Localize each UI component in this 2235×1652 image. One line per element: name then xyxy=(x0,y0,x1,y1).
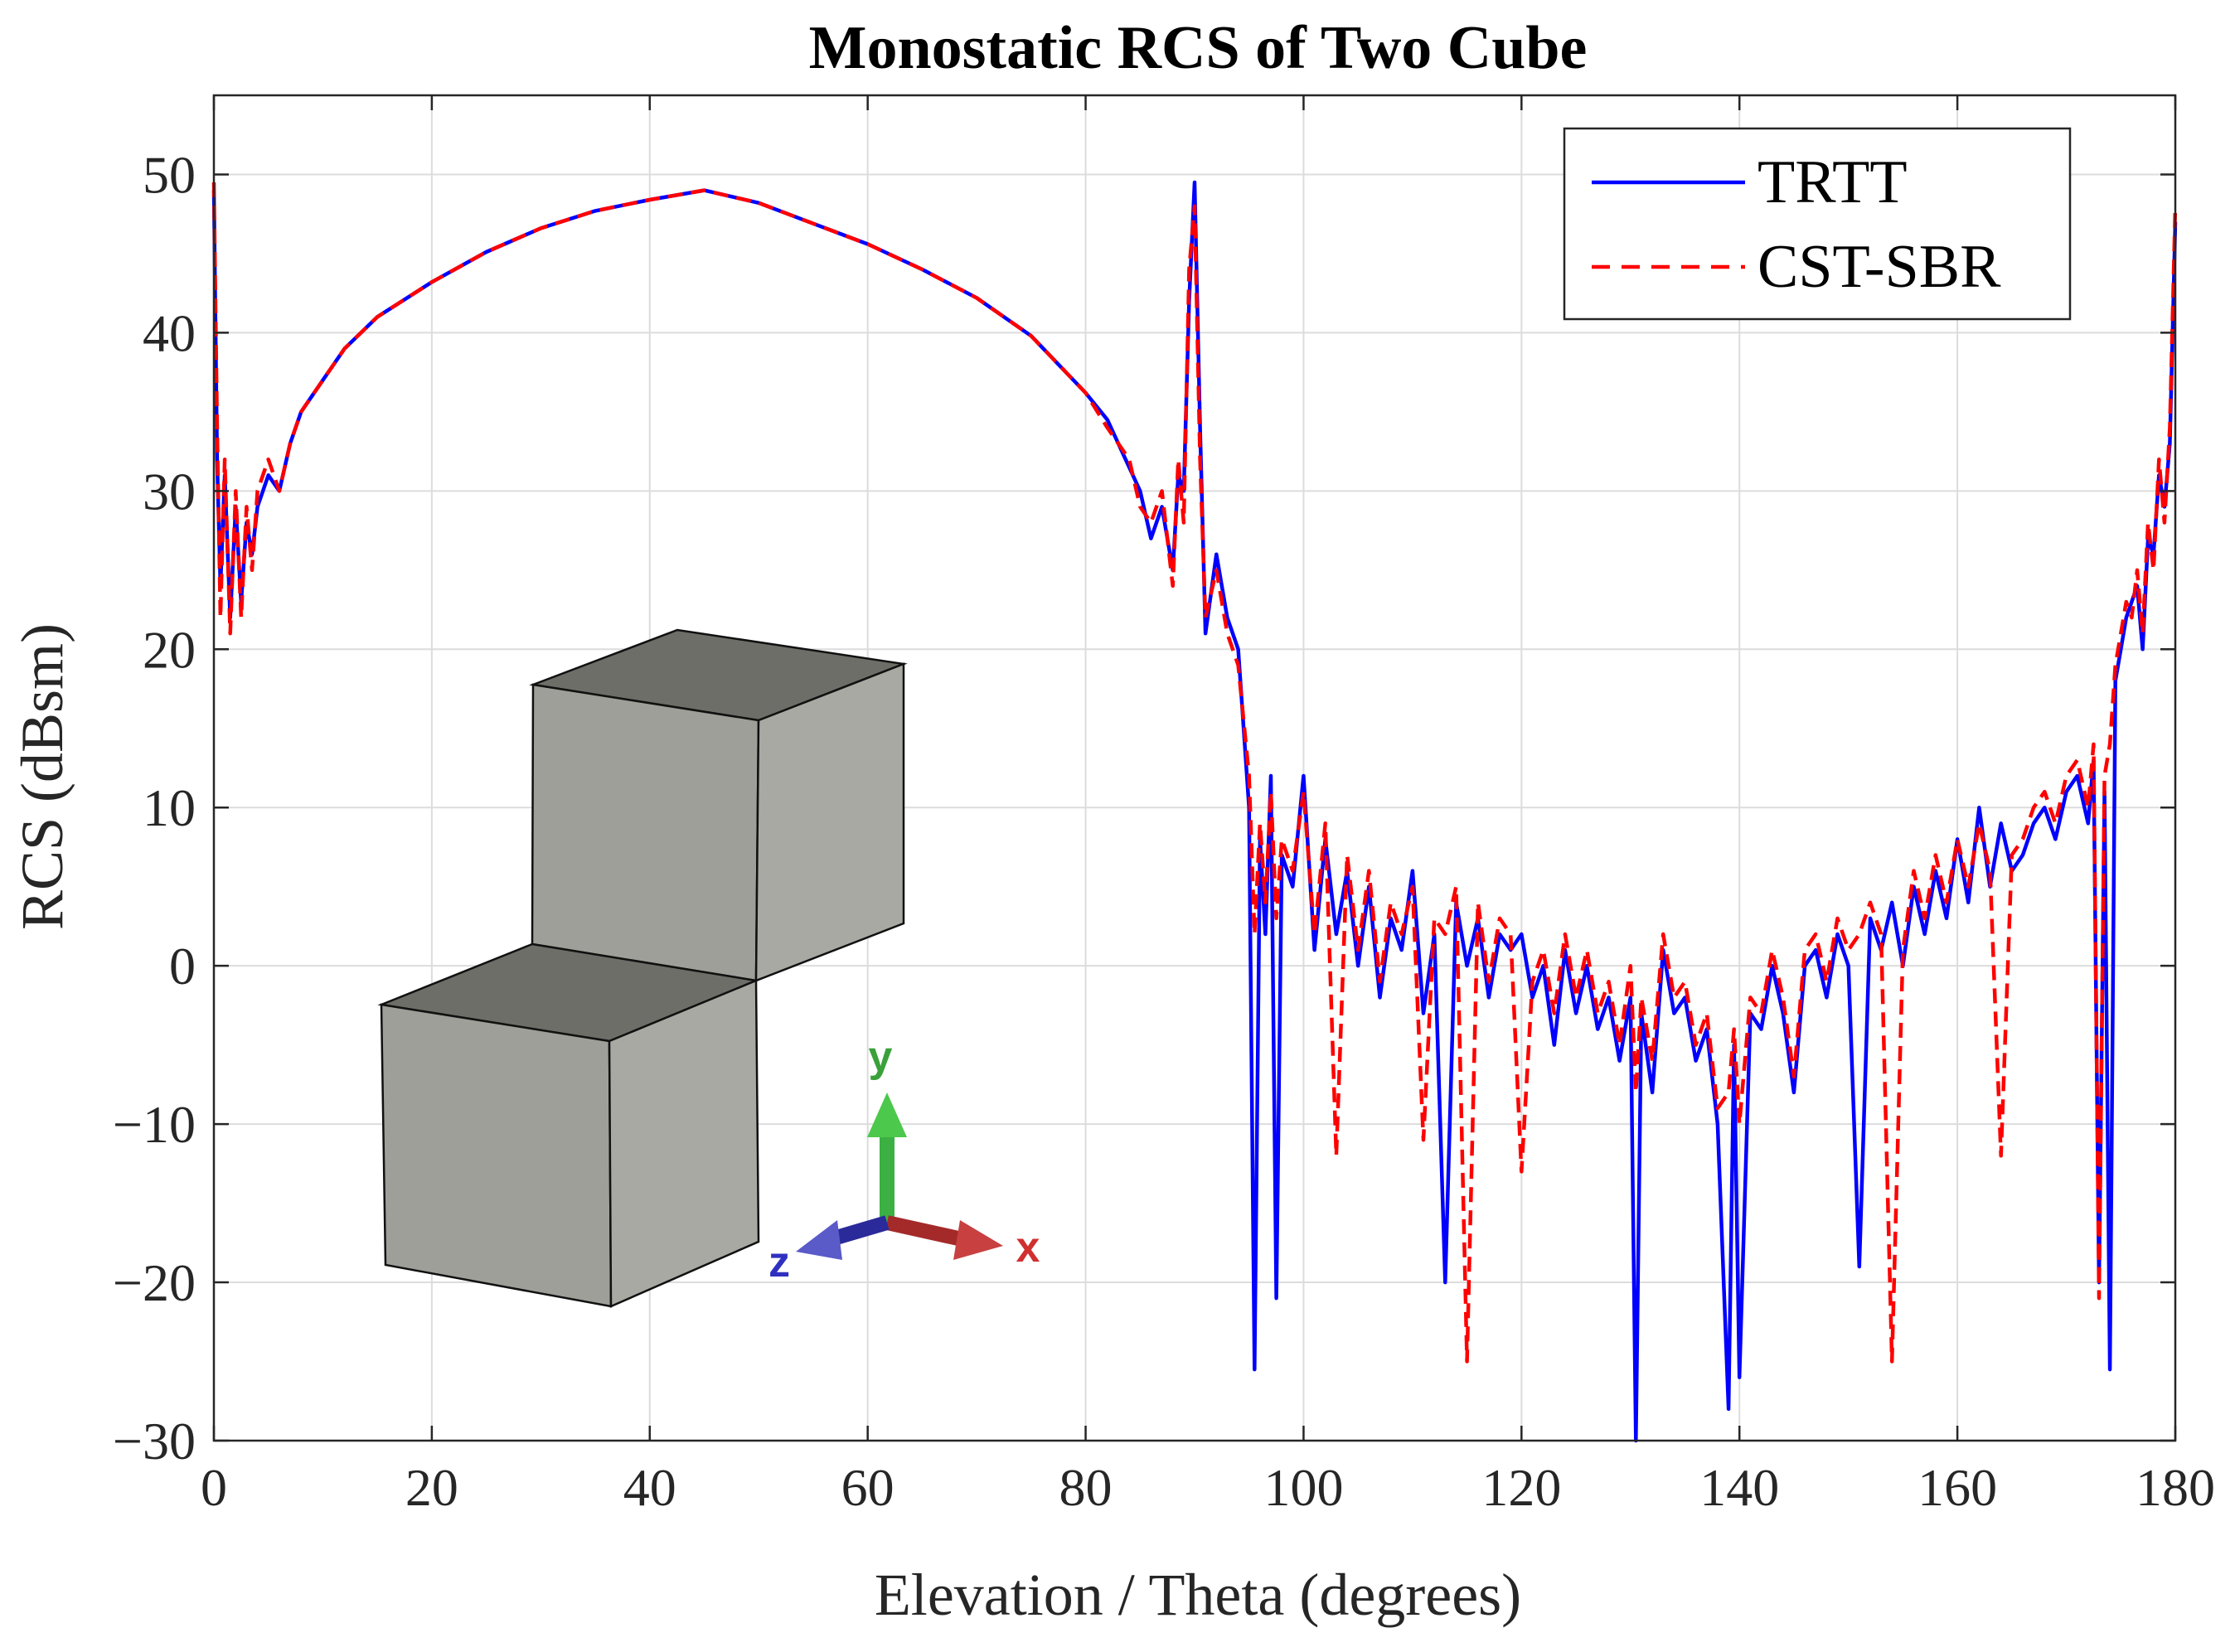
x-tick-label: 20 xyxy=(405,1458,458,1517)
series-layer xyxy=(211,180,2178,1443)
x-tick-label: 0 xyxy=(201,1458,227,1517)
x-tick-label: 40 xyxy=(623,1458,676,1517)
y-tick-label: −10 xyxy=(113,1095,196,1154)
upper-cube-front-face xyxy=(531,683,760,982)
chart-title: Monostatic RCS of Two Cube xyxy=(809,14,1588,82)
legend-label-cst-sbr: CST-SBR xyxy=(1757,233,2001,301)
y-tick-label: −20 xyxy=(113,1253,196,1312)
lower-cube-front-face xyxy=(380,1003,613,1308)
legend: TRTT CST-SBR xyxy=(1563,127,2072,321)
legend-box xyxy=(1563,127,2072,321)
x-tick-label: 100 xyxy=(1263,1458,1343,1517)
y-tick-label: 20 xyxy=(143,620,196,679)
upper-cube-side-face xyxy=(754,662,905,982)
series-line-cst-sbr xyxy=(211,182,2178,1364)
lower-cube-side-face xyxy=(608,979,760,1308)
ticks: 0 20 40 60 80 100 120 140 160 180 −30 −20 −10 0 10 20 30… xyxy=(113,95,2215,1517)
coordinate-axes-icon: y x z xyxy=(768,1033,1040,1286)
y-axis-label: RCS (dBsm) xyxy=(9,623,75,930)
z-axis-arrow-shaft xyxy=(828,1215,890,1247)
z-axis-arrowhead xyxy=(796,1220,842,1260)
x-tick-label: 160 xyxy=(1917,1458,1997,1517)
x-axis-arrow-shaft xyxy=(885,1215,967,1247)
x-axis-label: Elevation / Theta (degrees) xyxy=(875,1562,1521,1628)
x-tick-label: 60 xyxy=(841,1458,894,1517)
plot-area-frame xyxy=(212,94,2177,1442)
y-tick-label: 40 xyxy=(143,303,196,362)
y-tick-label: 10 xyxy=(143,778,196,837)
x-tick-label: 80 xyxy=(1059,1458,1113,1517)
y-axis-arrowhead xyxy=(867,1092,907,1137)
x-tick-label: 140 xyxy=(1699,1458,1779,1517)
y-tick-label: 30 xyxy=(143,462,196,521)
x-axis-arrowhead xyxy=(953,1220,1003,1260)
y-tick-label: 0 xyxy=(169,937,196,996)
x-axis-letter: x xyxy=(1016,1223,1040,1272)
z-axis-letter: z xyxy=(768,1238,790,1286)
x-tick-label: 120 xyxy=(1481,1458,1561,1517)
y-axis-letter: y xyxy=(869,1033,893,1081)
legend-label-trtt: TRTT xyxy=(1757,148,1908,216)
x-tick-label: 180 xyxy=(2136,1458,2215,1517)
y-tick-label: −30 xyxy=(113,1412,196,1470)
two-cube-illustration xyxy=(377,628,908,1308)
y-tick-label: 50 xyxy=(143,145,196,204)
